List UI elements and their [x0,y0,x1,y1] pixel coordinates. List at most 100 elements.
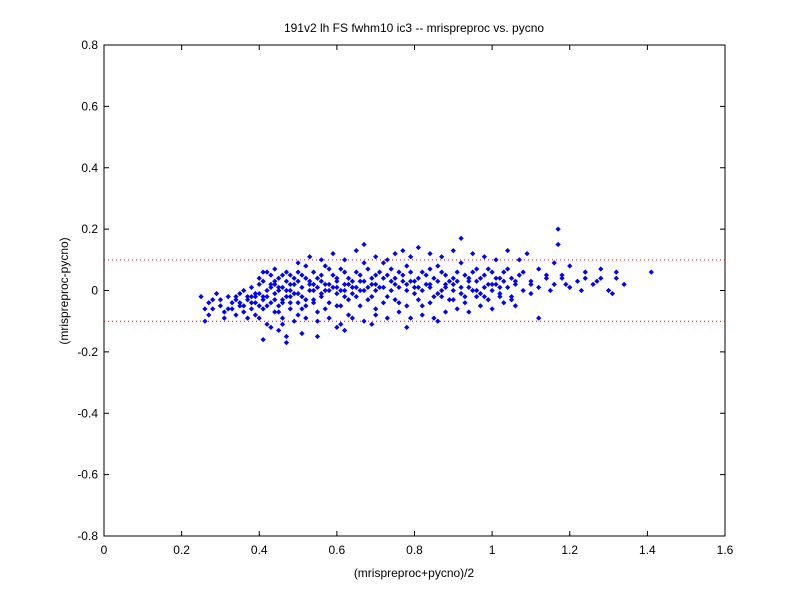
data-point [384,257,390,263]
data-point [264,294,270,300]
data-point [322,306,328,312]
y-tick-label: 0.4 [81,161,98,175]
data-point [427,266,433,272]
data-point [248,306,255,312]
data-point [407,278,414,284]
data-point [291,290,297,297]
data-point [237,290,243,297]
data-point [404,287,410,294]
data-point [462,300,468,306]
x-tick-label: 0.8 [406,543,423,557]
data-point [279,300,286,306]
data-point [342,281,348,287]
data-point [582,275,588,281]
data-point [384,294,390,300]
data-point [415,297,422,303]
data-point [256,275,262,281]
data-point [283,333,290,340]
data-point [551,281,557,287]
y-tick-label: 0.2 [81,222,98,236]
data-point [322,263,328,269]
data-point [415,275,422,281]
data-point [252,294,258,300]
data-point [392,297,398,303]
x-tick-label: 0.4 [251,543,268,557]
data-point [505,247,511,254]
data-point [342,294,348,300]
data-point [466,278,472,284]
data-point [307,281,313,287]
data-point [501,269,507,275]
data-point [217,303,224,309]
data-point [373,272,379,278]
data-point [442,309,449,315]
data-point [365,297,371,303]
data-point [400,278,406,284]
data-point [407,269,414,275]
data-point [326,287,332,294]
data-point [276,275,282,281]
data-point [450,297,456,303]
data-point [260,297,266,303]
data-point [260,269,266,275]
data-point [578,287,585,294]
data-point [287,272,293,278]
data-point [248,284,255,291]
data-point [326,315,332,321]
data-point [369,294,375,300]
data-point [295,278,301,284]
data-point [338,321,344,327]
data-point [446,278,453,284]
data-point [279,272,286,278]
data-point [345,312,352,318]
data-point [365,284,371,291]
data-point [536,315,542,321]
data-point [338,266,344,272]
data-point [547,287,553,294]
data-point [314,318,321,324]
data-point [481,272,487,278]
data-point [276,284,282,291]
x-axis-ticks: 0 0.2 0.4 0.6 0.8 1 1.2 1.4 1.6 [101,45,734,557]
data-point [543,272,550,278]
data-point [326,281,332,287]
data-point [388,278,394,284]
data-point [404,263,410,269]
data-point [198,294,204,300]
data-point [291,275,297,281]
data-point [264,303,270,309]
data-point [376,269,383,275]
data-point [295,300,301,306]
data-point [567,263,573,269]
data-point [229,300,235,306]
data-point [473,294,480,300]
data-point [221,309,227,315]
data-point [322,287,328,294]
data-point [291,281,297,287]
data-point [384,272,390,278]
data-point [318,290,324,297]
data-point [299,306,305,312]
data-point [427,251,433,257]
data-point [244,294,251,300]
data-point [454,278,460,284]
data-point [512,303,519,309]
data-point [458,284,464,291]
data-point [349,278,356,284]
data-point [439,269,445,275]
data-point [310,269,317,275]
data-point [307,278,313,284]
data-point [497,284,503,291]
data-point [342,257,348,263]
data-point [276,327,282,334]
data-point [260,306,266,312]
data-point [299,272,305,278]
data-point [404,281,410,287]
data-point [365,266,371,272]
data-point [489,269,495,275]
data-point [279,284,286,291]
data-point [342,327,348,334]
data-point [462,272,468,278]
data-point [380,300,387,306]
